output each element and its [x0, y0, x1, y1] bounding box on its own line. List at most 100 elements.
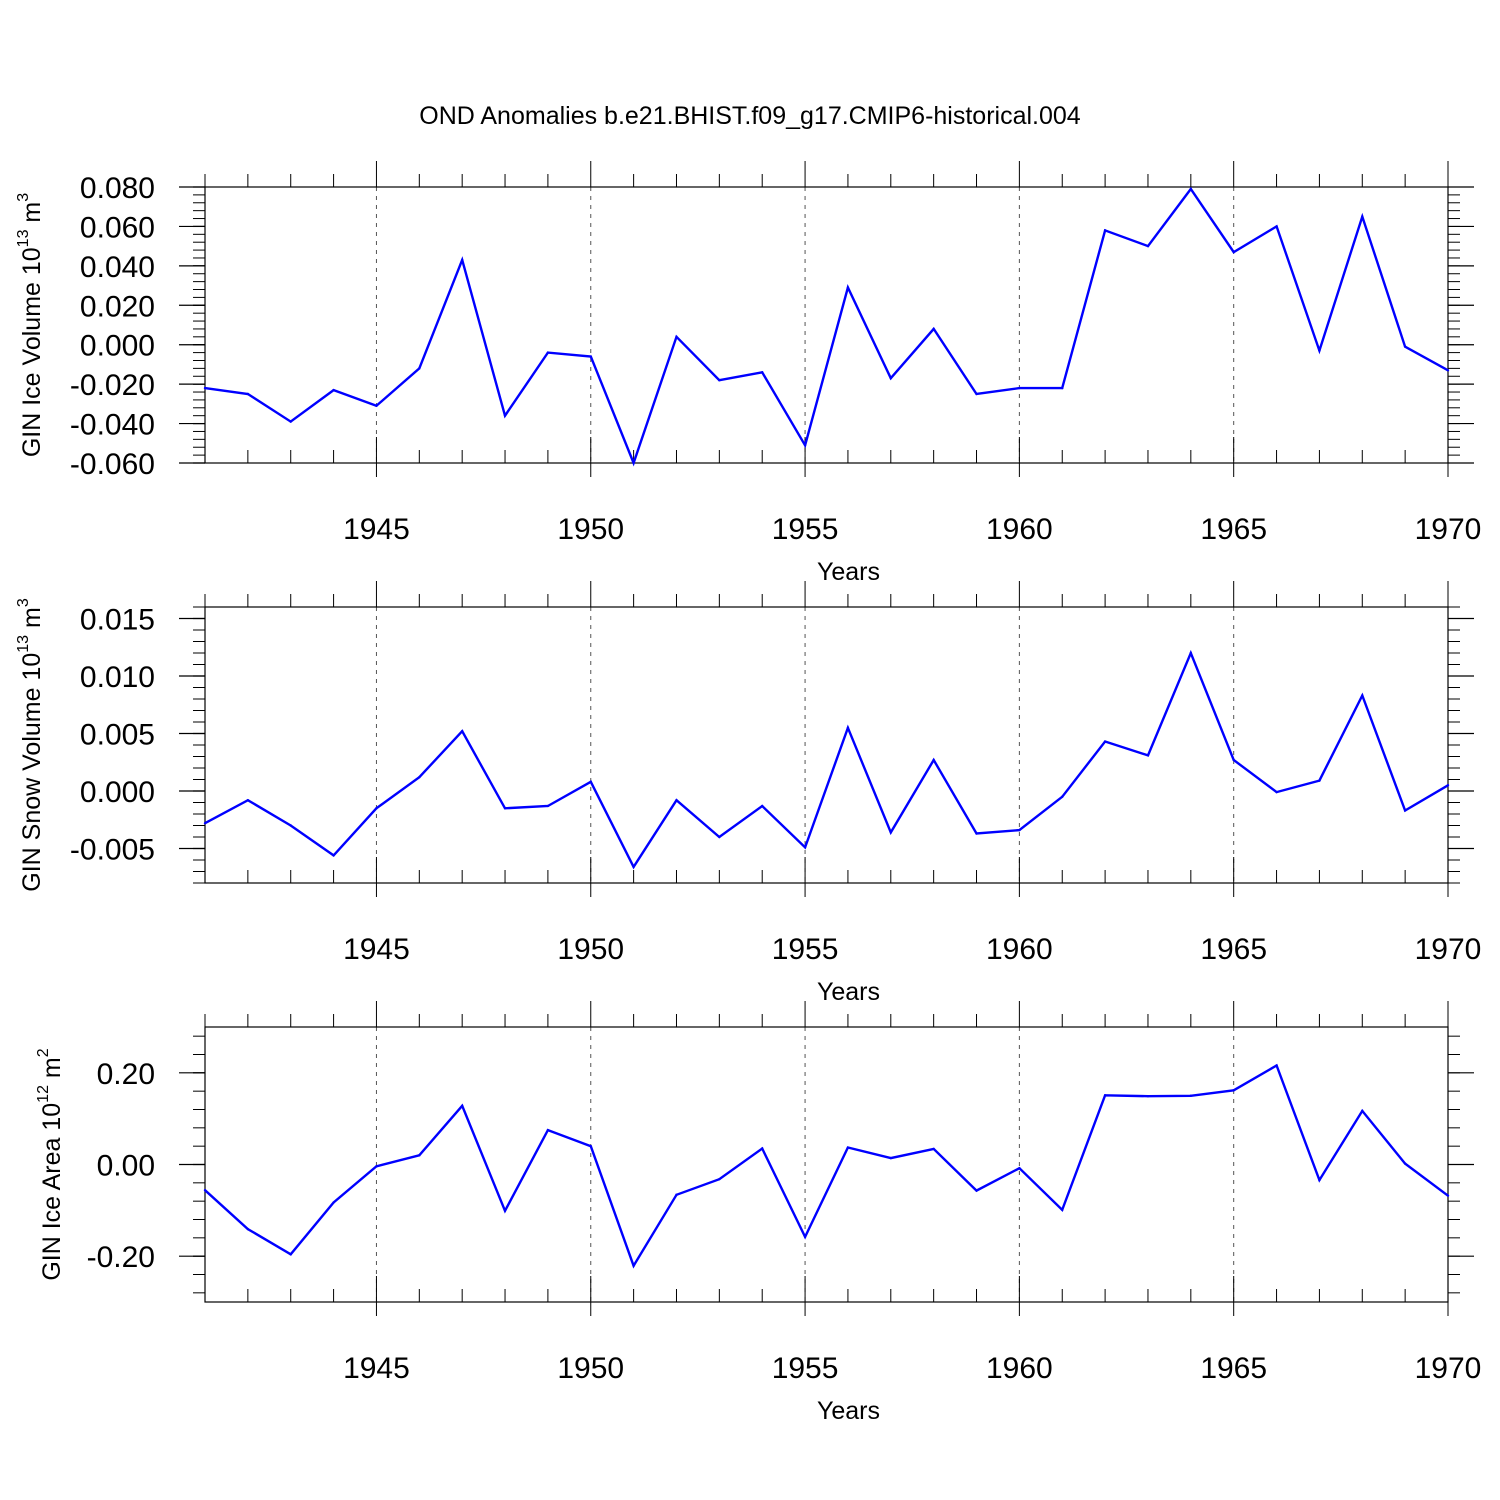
- y-tick-label: 0.20: [97, 1058, 155, 1091]
- data-point: [503, 1209, 507, 1212]
- data-point: [203, 822, 207, 825]
- data-point: [932, 327, 935, 331]
- y-axis-title-part: m: [38, 1057, 66, 1085]
- data-point: [503, 807, 507, 810]
- data-point: [1146, 1095, 1150, 1098]
- plot-frame: [204, 606, 1449, 884]
- y-axis-title-part: 12: [35, 1085, 52, 1103]
- data-point: [460, 258, 464, 262]
- data-point: [1318, 779, 1321, 782]
- data-point: [1446, 784, 1450, 787]
- x-tick-label: 1955: [772, 513, 839, 546]
- y-axis-title-part: m: [18, 202, 46, 230]
- y-tick-label: 0.005: [80, 719, 155, 752]
- data-point: [1018, 1166, 1021, 1170]
- plot-frame: [204, 186, 1449, 464]
- data-point: [460, 730, 464, 733]
- data-point: [1232, 250, 1235, 254]
- data-point: [246, 392, 250, 396]
- data-point: [1361, 694, 1364, 697]
- data-point: [761, 1147, 764, 1150]
- y-tick-label: -0.060: [70, 448, 155, 481]
- y-axis-title-part: 13: [15, 635, 32, 653]
- data-point: [718, 379, 721, 382]
- data-point: [718, 1177, 721, 1181]
- data-point: [1018, 386, 1021, 390]
- x-tick-label: 1950: [557, 1352, 624, 1385]
- data-point: [375, 404, 378, 408]
- y-tick-label: -0.005: [70, 834, 155, 867]
- x-tick-label: 1970: [1415, 1352, 1482, 1385]
- x-tick-label: 1950: [557, 933, 624, 966]
- data-point: [1361, 215, 1364, 218]
- panel-ice-volume: -0.060 -0.040 -0.020 0.000 0.020 0.040 0.060 0.…: [15, 161, 1481, 586]
- data-point: [1446, 1194, 1450, 1197]
- x-tick-label: 1950: [557, 513, 624, 546]
- data-point: [632, 1264, 635, 1267]
- x-tick-label: 1945: [343, 1352, 410, 1385]
- data-point: [846, 1146, 850, 1149]
- data-point: [1103, 229, 1107, 232]
- x-tick-label: 1945: [343, 933, 410, 966]
- x-tick-label: 1945: [343, 513, 410, 546]
- x-tick-label: 1960: [986, 1352, 1053, 1385]
- series-line: [204, 649, 1449, 870]
- data-point: [932, 1147, 935, 1151]
- data-point: [889, 831, 892, 834]
- y-axis-title-part: GIN Ice Volume 10: [18, 247, 46, 457]
- data-point: [1403, 345, 1407, 348]
- data-point: [675, 1193, 678, 1196]
- data-point: [761, 804, 764, 808]
- y-tick-label: 0.000: [80, 776, 155, 809]
- y-tick-label: -0.040: [70, 409, 155, 442]
- data-point: [460, 1104, 464, 1108]
- data-point: [632, 865, 635, 869]
- data-point: [889, 1156, 892, 1160]
- data-point: [1318, 1178, 1321, 1182]
- data-point: [203, 386, 207, 390]
- data-point: [975, 392, 978, 396]
- panel-ice-area: -0.20 0.00 0.20 1945 1950 1955 1960 1965 1970 Yea…: [35, 1001, 1481, 1425]
- data-point: [846, 286, 850, 289]
- data-point: [1361, 1109, 1364, 1113]
- x-tick-label: 1960: [986, 933, 1053, 966]
- x-axis-title: Years: [817, 978, 880, 1006]
- data-point: [889, 377, 892, 380]
- x-tick-label: 1970: [1415, 513, 1482, 546]
- y-tick-label: 0.040: [80, 251, 155, 284]
- x-tick-label: 1970: [1415, 933, 1482, 966]
- data-point: [1061, 1208, 1064, 1212]
- data-point: [418, 367, 421, 370]
- data-point: [1103, 1094, 1107, 1097]
- data-point: [1061, 795, 1064, 798]
- data-point: [1146, 244, 1150, 248]
- data-point: [546, 351, 550, 354]
- y-tick-label: 0.000: [80, 330, 155, 363]
- data-point: [1189, 651, 1193, 655]
- x-axis-title: Years: [817, 558, 880, 586]
- data-point: [975, 832, 978, 835]
- data-point: [418, 776, 421, 779]
- data-point: [1103, 740, 1107, 743]
- data-point: [418, 1154, 421, 1157]
- y-tick-label: 0.010: [80, 661, 155, 694]
- data-point: [289, 420, 292, 423]
- x-tick-label: 1955: [772, 1352, 839, 1385]
- data-point: [375, 807, 378, 810]
- data-point: [1403, 809, 1407, 812]
- data-point: [975, 1189, 978, 1192]
- panel-snow-volume: -0.005 0.000 0.005 0.010 0.015 1945 1950 1955 19…: [15, 581, 1481, 1006]
- data-point: [546, 804, 550, 808]
- data-point: [803, 1235, 807, 1239]
- data-point: [1275, 1064, 1278, 1067]
- data-point: [332, 388, 335, 392]
- data-point: [761, 371, 764, 374]
- data-point: [1189, 187, 1193, 191]
- data-point: [675, 799, 678, 802]
- y-axis-title-part: 2: [35, 1048, 52, 1057]
- x-tick-label: 1965: [1200, 1352, 1267, 1385]
- data-point: [546, 1128, 550, 1132]
- y-axis-title-part: m: [18, 607, 46, 635]
- y-axis-title-part: 3: [15, 193, 32, 202]
